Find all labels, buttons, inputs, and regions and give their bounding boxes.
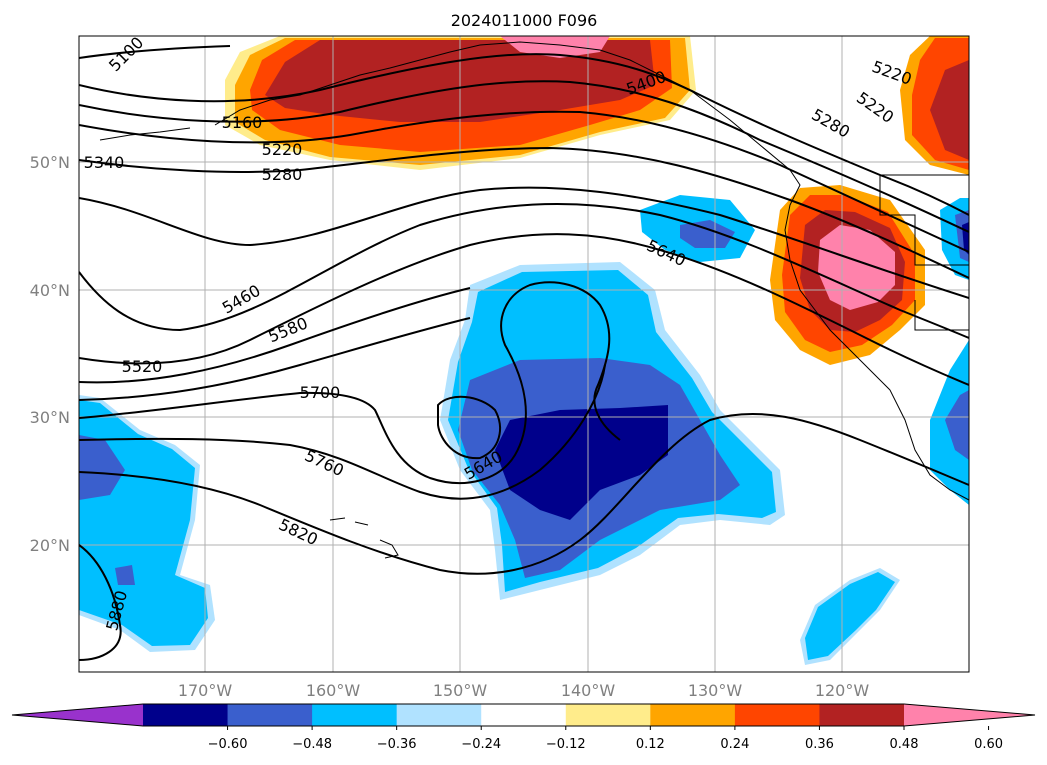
colorbar-tick-label: −0.24: [461, 737, 501, 752]
contour-label: 5220: [853, 88, 897, 127]
colorbar: −0.60 −0.48 −0.36 −0.24 −0.12 0.12 0.24 0.36 0.4…: [11, 703, 1036, 752]
lon-label: 160°W: [306, 681, 361, 700]
longitude-labels: 170°W 160°W 150°W 140°W 130°W 120°W: [178, 681, 870, 700]
lat-label: 50°N: [30, 153, 70, 172]
colorbar-tick-label: 0.24: [720, 737, 749, 752]
lon-label: 150°W: [433, 681, 488, 700]
colorbar-tick-label: −0.12: [546, 737, 586, 752]
colorbar-tick-label: −0.48: [292, 737, 332, 752]
contour-label: 5220: [870, 57, 915, 89]
gridlines: [79, 36, 969, 672]
colorbar-segment: [565, 704, 651, 726]
colorbar-tick-label: −0.60: [208, 737, 248, 752]
contour-label: 5460: [219, 281, 264, 318]
colorbar-segment: [143, 704, 229, 726]
lat-label: 40°N: [30, 281, 70, 300]
lat-label: 20°N: [30, 536, 70, 555]
colorbar-segment: [734, 704, 820, 726]
lon-label: 170°W: [178, 681, 233, 700]
contour-label: 5580: [266, 313, 311, 346]
colorbar-outline: [11, 703, 1036, 727]
contour-label: 5280: [808, 105, 853, 142]
colorbar-tick-label: 0.12: [636, 737, 665, 752]
coastlines: [99, 41, 969, 559]
contour-label: 5760: [302, 446, 347, 480]
contour-label: 5160: [222, 113, 263, 132]
contour-label: 5700: [300, 383, 341, 402]
colorbar-tick-label: 0.48: [890, 737, 919, 752]
colorbar-tick-label: 0.60: [974, 737, 1003, 752]
colorbar-segment: [819, 704, 905, 726]
lat-label: 30°N: [30, 408, 70, 427]
map-title: 2024011000 F096: [451, 11, 598, 30]
lon-label: 140°W: [561, 681, 616, 700]
colorbar-tick-label: 0.36: [805, 737, 834, 752]
colorbar-segment: [481, 704, 567, 726]
colorbar-extend-low: [12, 704, 143, 726]
contour-label: 5340: [84, 153, 125, 172]
contour-label: 5100: [105, 33, 147, 75]
colorbar-segment: [312, 704, 398, 726]
map-panel: 5100 5160 5220 5220 5220 5280 5280 5340 …: [79, 33, 969, 672]
contour-label: 5280: [262, 165, 303, 184]
height-contours: [79, 45, 969, 661]
contour-label: 5520: [122, 357, 163, 376]
lon-label: 130°W: [688, 681, 743, 700]
lon-label: 120°W: [815, 681, 870, 700]
colorbar-tick-label: −0.36: [377, 737, 417, 752]
colorbar-extend-high: [904, 704, 1035, 726]
colorbar-segment: [227, 704, 313, 726]
latitude-labels: 50°N 40°N 30°N 20°N: [30, 153, 70, 555]
colorbar-segment: [396, 704, 482, 726]
colorbar-segment: [650, 704, 736, 726]
map-frame: [78, 35, 970, 673]
contour-label: 5220: [262, 140, 303, 159]
